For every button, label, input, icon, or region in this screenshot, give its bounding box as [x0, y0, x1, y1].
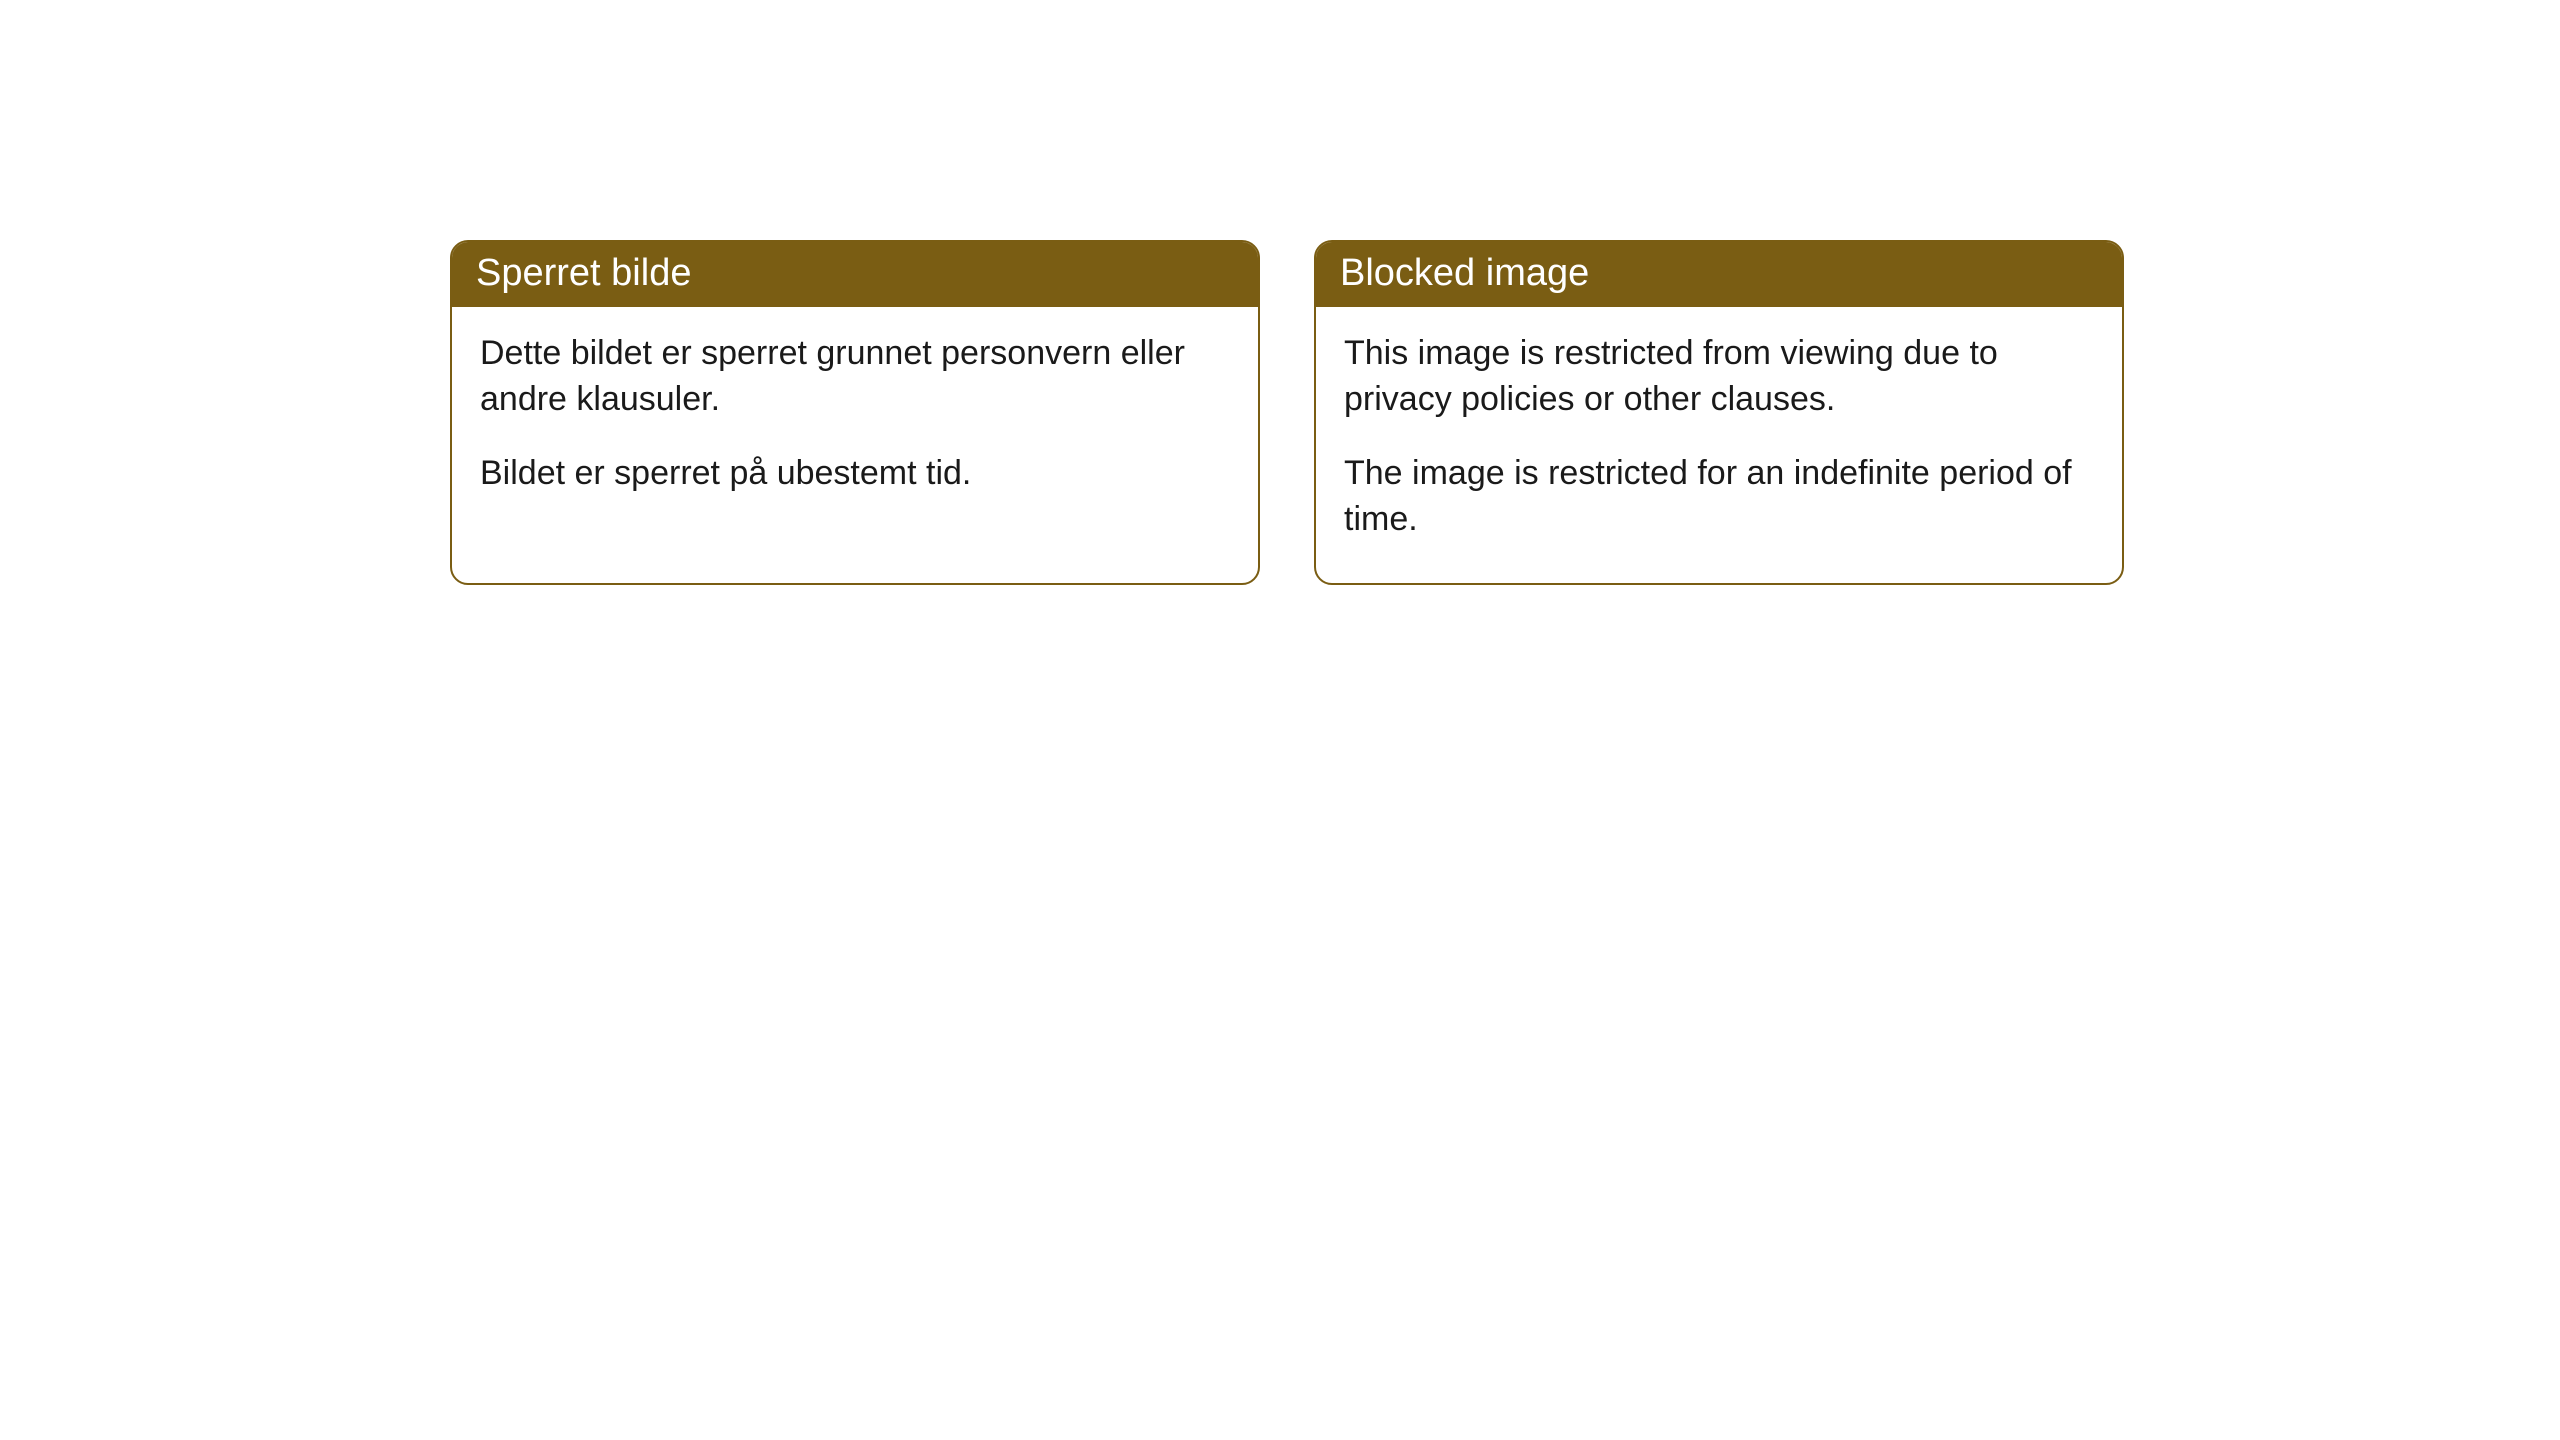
blocked-image-card-no: Sperret bilde Dette bildet er sperret gr…	[450, 240, 1260, 585]
card-body-no: Dette bildet er sperret grunnet personve…	[452, 307, 1258, 537]
card-body-en: This image is restricted from viewing du…	[1316, 307, 2122, 583]
blocked-image-card-en: Blocked image This image is restricted f…	[1314, 240, 2124, 585]
card-header-en: Blocked image	[1316, 242, 2122, 307]
card-paragraph-no-1: Dette bildet er sperret grunnet personve…	[480, 331, 1230, 423]
card-header-no: Sperret bilde	[452, 242, 1258, 307]
card-paragraph-en-1: This image is restricted from viewing du…	[1344, 331, 2094, 423]
cards-container: Sperret bilde Dette bildet er sperret gr…	[0, 0, 2560, 585]
card-paragraph-no-2: Bildet er sperret på ubestemt tid.	[480, 451, 1230, 497]
card-paragraph-en-2: The image is restricted for an indefinit…	[1344, 451, 2094, 543]
